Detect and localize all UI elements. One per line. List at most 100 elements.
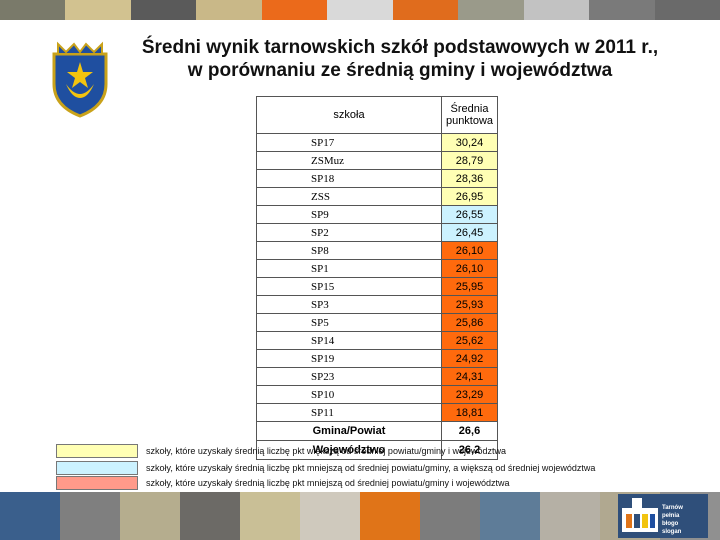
score-cell: 25,95 xyxy=(441,277,498,296)
score-cell: 28,36 xyxy=(441,169,498,188)
table-row: ZSMuz 28,79 xyxy=(256,151,498,170)
school-cell: SP23 xyxy=(256,367,442,386)
bar-segment xyxy=(480,492,540,540)
school-cell: SP8 xyxy=(256,241,442,260)
table-row: ZSS 26,95 xyxy=(256,187,498,206)
bar-segment xyxy=(240,492,300,540)
score-cell: 26,55 xyxy=(441,205,498,224)
school-cell: SP9 xyxy=(256,205,442,224)
bar-segment xyxy=(327,0,393,20)
logo-line: błogo xyxy=(662,521,679,527)
logo-line: pełnia xyxy=(662,513,680,519)
legend-item: szkoły, które uzyskały średnią liczbę pk… xyxy=(56,461,595,475)
table-row: SP5 25,86 xyxy=(256,313,498,332)
score-cell: 23,29 xyxy=(441,385,498,404)
school-cell: SP11 xyxy=(256,403,442,422)
table-row: SP1 26,10 xyxy=(256,259,498,278)
school-cell: ZSS xyxy=(256,187,442,206)
bar-segment xyxy=(130,0,197,20)
summary-row: Gmina/Powiat 26,6 xyxy=(256,421,498,441)
school-cell: SP19 xyxy=(256,349,442,368)
bar-segment xyxy=(458,0,524,20)
bar-segment xyxy=(65,0,131,20)
table-row: SP23 24,31 xyxy=(256,367,498,386)
school-cell: SP18 xyxy=(256,169,442,188)
school-cell: SP10 xyxy=(256,385,442,404)
table-row: SP17 30,24 xyxy=(256,133,498,152)
bottom-color-bar xyxy=(0,492,720,540)
table-row: SP18 28,36 xyxy=(256,169,498,188)
bar-segment xyxy=(300,492,360,540)
legend-text: szkoły, które uzyskały średnią liczbę pk… xyxy=(146,446,506,456)
legend-text: szkoły, które uzyskały średnią liczbę pk… xyxy=(146,478,510,488)
bar-segment xyxy=(196,0,262,20)
score-cell: 18,81 xyxy=(441,403,498,422)
bar-segment xyxy=(589,0,655,20)
table-header-row: szkoła Średnia punktowa xyxy=(256,96,498,134)
legend-item: szkoły, które uzyskały średnią liczbę pk… xyxy=(56,476,510,490)
top-color-bar xyxy=(0,0,720,20)
score-cell: 24,92 xyxy=(441,349,498,368)
table-row: SP14 25,62 xyxy=(256,331,498,350)
bar-segment xyxy=(420,492,480,540)
bar-segment xyxy=(0,492,60,540)
tarnow-logo-icon xyxy=(618,494,708,538)
legend-swatch xyxy=(56,444,138,458)
table-row: SP11 18,81 xyxy=(256,403,498,422)
score-cell: 28,79 xyxy=(441,151,498,170)
school-cell: SP2 xyxy=(256,223,442,242)
logo-line: Tarnów xyxy=(662,505,683,511)
legend-swatch xyxy=(56,461,138,475)
bar-segment xyxy=(360,492,420,540)
score-cell: 30,24 xyxy=(441,133,498,152)
school-cell: SP14 xyxy=(256,331,442,350)
table-row: SP8 26,10 xyxy=(256,241,498,260)
logo-line: slogan xyxy=(662,529,682,535)
legend-text: szkoły, które uzyskały średnią liczbę pk… xyxy=(146,463,596,473)
score-cell: 26,95 xyxy=(441,187,498,206)
score-cell: 25,86 xyxy=(441,313,498,332)
summary-row: Województwo 26,2 xyxy=(256,440,498,460)
table-row: SP2 26,45 xyxy=(256,223,498,242)
summary-label: Gmina/Powiat xyxy=(256,421,442,441)
summary-label: Województwo xyxy=(256,440,442,460)
city-crest-icon xyxy=(52,41,108,118)
score-cell: 26,45 xyxy=(441,223,498,242)
bar-segment xyxy=(654,0,720,20)
bar-segment xyxy=(261,0,328,20)
table-row: SP9 26,55 xyxy=(256,205,498,224)
school-cell: SP3 xyxy=(256,295,442,314)
title-line-1: Średni wynik tarnowskich szkół podstawow… xyxy=(141,37,659,58)
score-cell: 26,10 xyxy=(441,259,498,278)
bar-segment xyxy=(60,492,120,540)
header-score: Średnia punktowa xyxy=(441,96,498,134)
bar-segment xyxy=(180,492,240,540)
table-row: SP10 23,29 xyxy=(256,385,498,404)
page-title: Średni wynik tarnowskich szkół podstawow… xyxy=(120,36,680,82)
bar-segment xyxy=(120,492,180,540)
table-row: SP3 25,93 xyxy=(256,295,498,314)
results-table: szkoła Średnia punktowa SP17 30,24 ZSMuz 28… xyxy=(256,96,498,460)
school-cell: SP5 xyxy=(256,313,442,332)
legend-item: szkoły, które uzyskały średnią liczbę pk… xyxy=(56,444,506,458)
bar-segment xyxy=(0,0,66,20)
school-cell: ZSMuz xyxy=(256,151,442,170)
bar-segment xyxy=(540,492,600,540)
bar-segment xyxy=(392,0,459,20)
score-cell: 24,31 xyxy=(441,367,498,386)
table-row: SP15 25,95 xyxy=(256,277,498,296)
bar-segment xyxy=(523,0,590,20)
score-cell: 25,62 xyxy=(441,331,498,350)
score-cell: 26,10 xyxy=(441,241,498,260)
school-cell: SP1 xyxy=(256,259,442,278)
legend-swatch xyxy=(56,476,138,490)
school-cell: SP15 xyxy=(256,277,442,296)
title-line-2: w porównaniu ze średnią gminy i wojewódz… xyxy=(187,60,613,81)
school-cell: SP17 xyxy=(256,133,442,152)
table-row: SP19 24,92 xyxy=(256,349,498,368)
score-cell: 25,93 xyxy=(441,295,498,314)
header-school: szkoła xyxy=(256,96,442,134)
logo-text: Tarnów pełnia błogo slogan xyxy=(662,504,702,536)
summary-score: 26,2 xyxy=(441,440,498,460)
summary-score: 26,6 xyxy=(441,421,498,441)
